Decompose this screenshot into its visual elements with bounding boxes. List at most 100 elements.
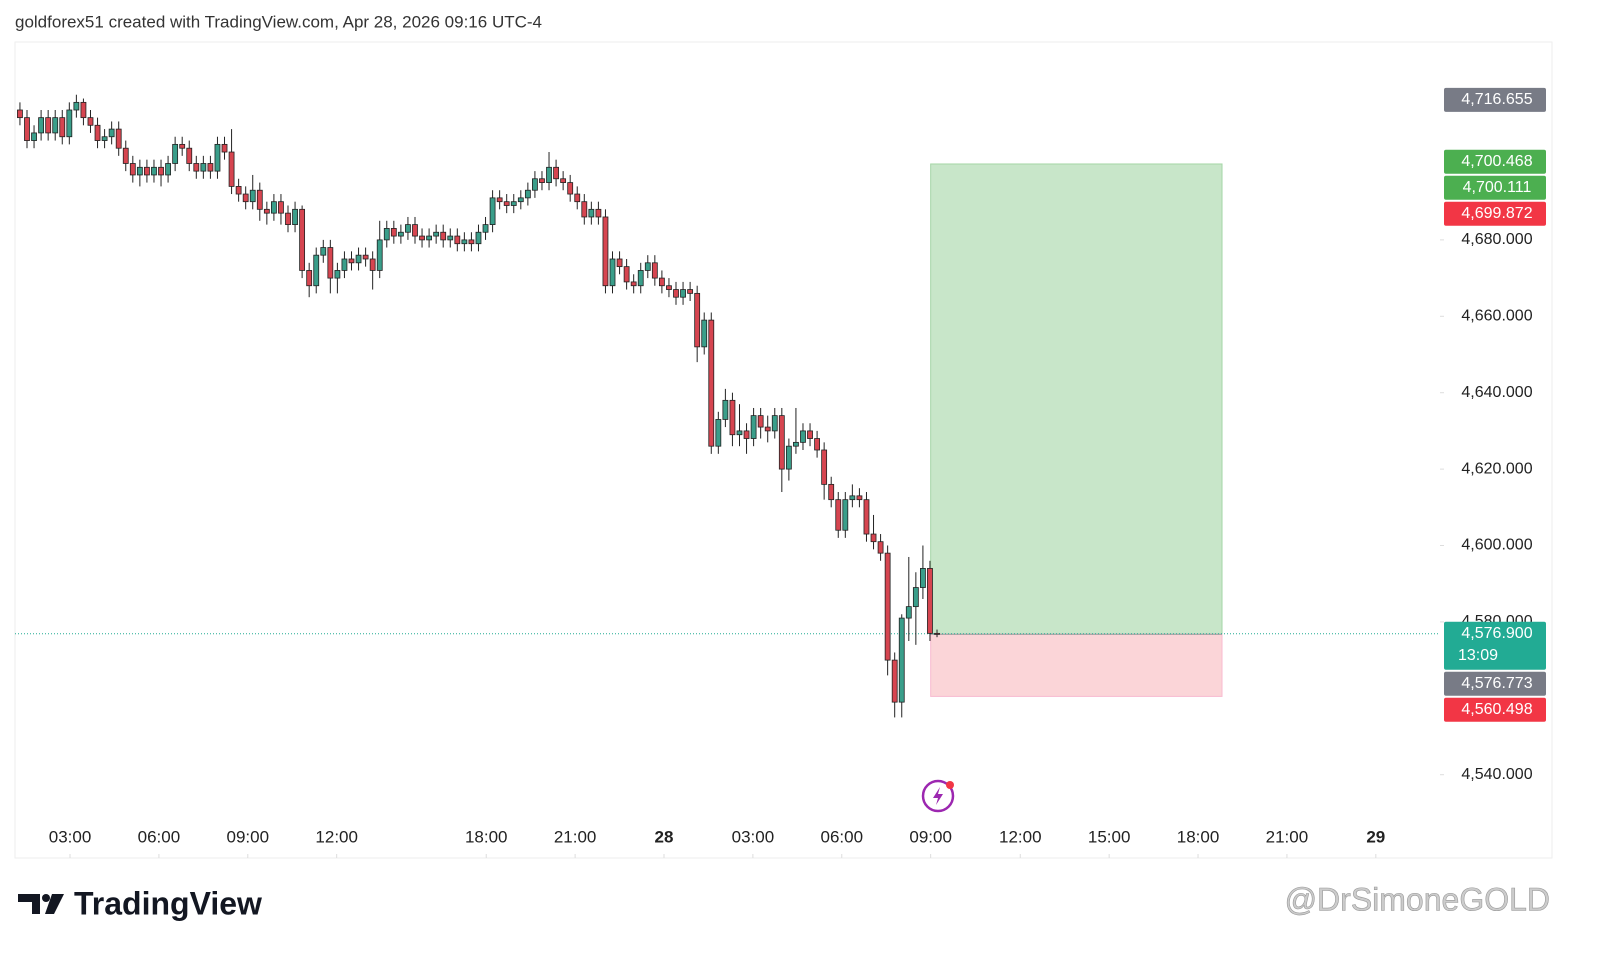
x-tick-label: 06:00 bbox=[138, 827, 181, 846]
candle-body bbox=[355, 254, 362, 264]
candle-body bbox=[285, 212, 291, 226]
plot: 4,540.0004,580.0004,600.0004,620.0004,64… bbox=[15, 87, 1546, 858]
price-label-box bbox=[1444, 201, 1546, 226]
candle-body bbox=[115, 128, 122, 149]
candle-body bbox=[207, 163, 214, 172]
candle-body bbox=[863, 499, 870, 535]
price-label-box bbox=[1444, 149, 1546, 174]
candle-body bbox=[934, 632, 940, 635]
candle-body bbox=[539, 178, 545, 183]
candle-body bbox=[249, 189, 256, 203]
candle-body bbox=[567, 182, 574, 195]
y-tick-label: 4,680.000 bbox=[1461, 231, 1532, 248]
header: goldforex51 created with TradingView.com… bbox=[15, 12, 542, 31]
candle-body bbox=[24, 117, 30, 141]
candle-body bbox=[66, 109, 73, 138]
candle-body bbox=[412, 224, 418, 237]
candle-body bbox=[651, 262, 658, 279]
candle-body bbox=[242, 193, 249, 203]
candle-body bbox=[743, 430, 750, 439]
candle-body bbox=[905, 606, 912, 619]
candle-body bbox=[482, 224, 489, 233]
candle-body bbox=[778, 415, 785, 470]
candle-body bbox=[673, 289, 679, 298]
candle-body bbox=[849, 495, 856, 501]
candle-body bbox=[793, 441, 799, 447]
y-tick-label: 4,620.000 bbox=[1461, 460, 1532, 477]
tv-logo-mark bbox=[18, 894, 64, 914]
price-label-box bbox=[1444, 87, 1546, 112]
candle-body bbox=[496, 197, 503, 203]
tv-logo: TradingView bbox=[74, 885, 262, 921]
candle-body bbox=[172, 143, 179, 164]
price-label-box bbox=[1444, 697, 1546, 722]
candle-body bbox=[390, 228, 397, 237]
candle-body bbox=[327, 247, 334, 279]
candle-body bbox=[807, 430, 813, 439]
y-tick-label: 4,660.000 bbox=[1461, 308, 1532, 325]
countdown: 13:09 bbox=[1458, 647, 1498, 664]
candle-body bbox=[362, 254, 369, 260]
candle-body bbox=[447, 235, 454, 241]
candle-body bbox=[489, 197, 496, 226]
candle-body bbox=[524, 189, 531, 199]
x-tick-label: 09:00 bbox=[227, 827, 270, 846]
candle-body bbox=[151, 166, 157, 176]
candle-body bbox=[637, 270, 644, 287]
candle-body bbox=[729, 399, 736, 436]
candle-body bbox=[80, 101, 87, 119]
x-tick-label: 18:00 bbox=[465, 827, 508, 846]
price-label: 4,700.468 bbox=[1461, 153, 1532, 170]
candle-body bbox=[553, 166, 559, 180]
candle-body bbox=[920, 568, 926, 588]
candle-body bbox=[440, 231, 447, 241]
candle-body bbox=[771, 415, 778, 432]
x-tick-label: 12:00 bbox=[999, 827, 1042, 846]
candle-body bbox=[680, 289, 686, 298]
candle-body bbox=[800, 430, 806, 443]
candle-body bbox=[701, 319, 708, 348]
candle-body bbox=[454, 235, 461, 245]
candle-body bbox=[129, 163, 136, 176]
candle-body bbox=[313, 254, 320, 287]
candle-body bbox=[842, 499, 849, 531]
candle-body bbox=[884, 552, 891, 661]
candle-body bbox=[814, 438, 820, 451]
candle-body bbox=[736, 430, 743, 436]
candle-body bbox=[602, 216, 609, 287]
candle-body bbox=[320, 247, 327, 256]
candle-body bbox=[376, 239, 383, 271]
candle-body bbox=[165, 163, 171, 176]
candle-body bbox=[426, 235, 432, 241]
candle-body bbox=[828, 483, 835, 501]
candle-body bbox=[560, 178, 567, 183]
candle-body bbox=[750, 415, 757, 439]
candle-body bbox=[45, 117, 52, 134]
candle-body bbox=[644, 262, 651, 271]
price-label-box bbox=[1444, 671, 1546, 696]
candle-body bbox=[221, 143, 228, 153]
x-tick-label: 18:00 bbox=[1177, 827, 1220, 846]
candle-body bbox=[898, 617, 905, 703]
candle-body bbox=[694, 292, 701, 348]
candle-body bbox=[510, 201, 517, 206]
price-label: 4,716.655 bbox=[1461, 91, 1532, 108]
candle-body bbox=[52, 117, 59, 134]
candle-body bbox=[200, 163, 207, 172]
candle-body bbox=[334, 270, 341, 279]
candle-body bbox=[475, 231, 482, 245]
x-tick-label: 06:00 bbox=[821, 827, 864, 846]
candle-body bbox=[715, 419, 722, 447]
price-label-box bbox=[1444, 621, 1546, 670]
candle-body bbox=[341, 258, 348, 271]
price-label: 4,576.773 bbox=[1461, 675, 1532, 692]
candle-body bbox=[17, 109, 23, 119]
candle-body bbox=[870, 533, 877, 543]
candle-body bbox=[835, 499, 842, 531]
candle-body bbox=[461, 239, 468, 245]
candle-body bbox=[179, 143, 186, 149]
candle-body bbox=[383, 228, 390, 241]
candle-body bbox=[292, 208, 298, 226]
